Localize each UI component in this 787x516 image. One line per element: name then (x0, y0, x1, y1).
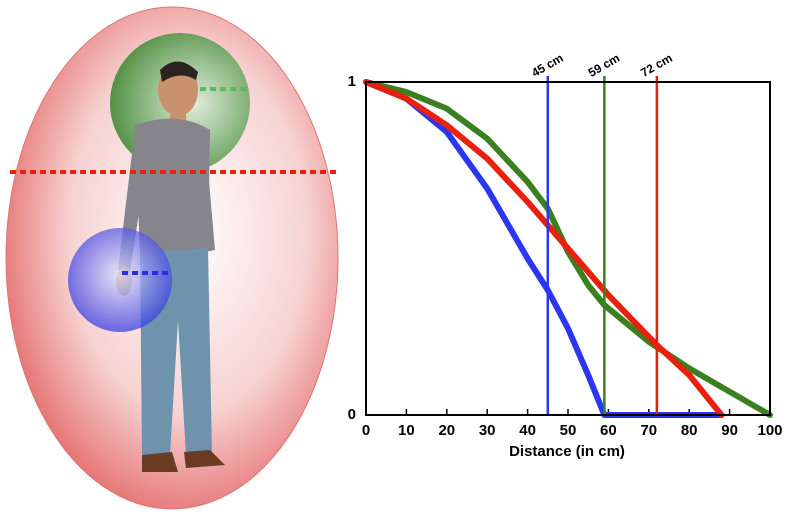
x-tick-label: 40 (519, 422, 536, 439)
x-tick-label: 50 (560, 422, 577, 439)
x-tick-label: 30 (479, 422, 496, 439)
x-tick-label: 70 (640, 422, 657, 439)
x-tick-label: 20 (438, 422, 455, 439)
plot-frame (365, 81, 771, 416)
y-tick-label: 1 (348, 73, 356, 90)
hand-space (68, 228, 172, 332)
x-tick-label: 90 (721, 422, 738, 439)
series-line (363, 79, 725, 418)
chart: Distance (in cm) 0 10 20 30 40 50 60 70 80 90 100 0… (348, 51, 783, 460)
x-tick-label: 100 (757, 422, 782, 439)
series-line (363, 79, 725, 418)
reference-label: 45 cm (529, 51, 565, 80)
x-tick-label: 80 (681, 422, 698, 439)
x-tick-label: 0 (362, 422, 370, 439)
x-axis-label: Distance (in cm) (509, 443, 625, 460)
reference-label: 72 cm (638, 51, 674, 80)
x-tick-label: 10 (398, 422, 415, 439)
reference-label: 59 cm (586, 51, 622, 80)
y-tick-label: 0 (348, 406, 356, 423)
illustration (5, 6, 339, 510)
x-tick-label: 60 (600, 422, 617, 439)
